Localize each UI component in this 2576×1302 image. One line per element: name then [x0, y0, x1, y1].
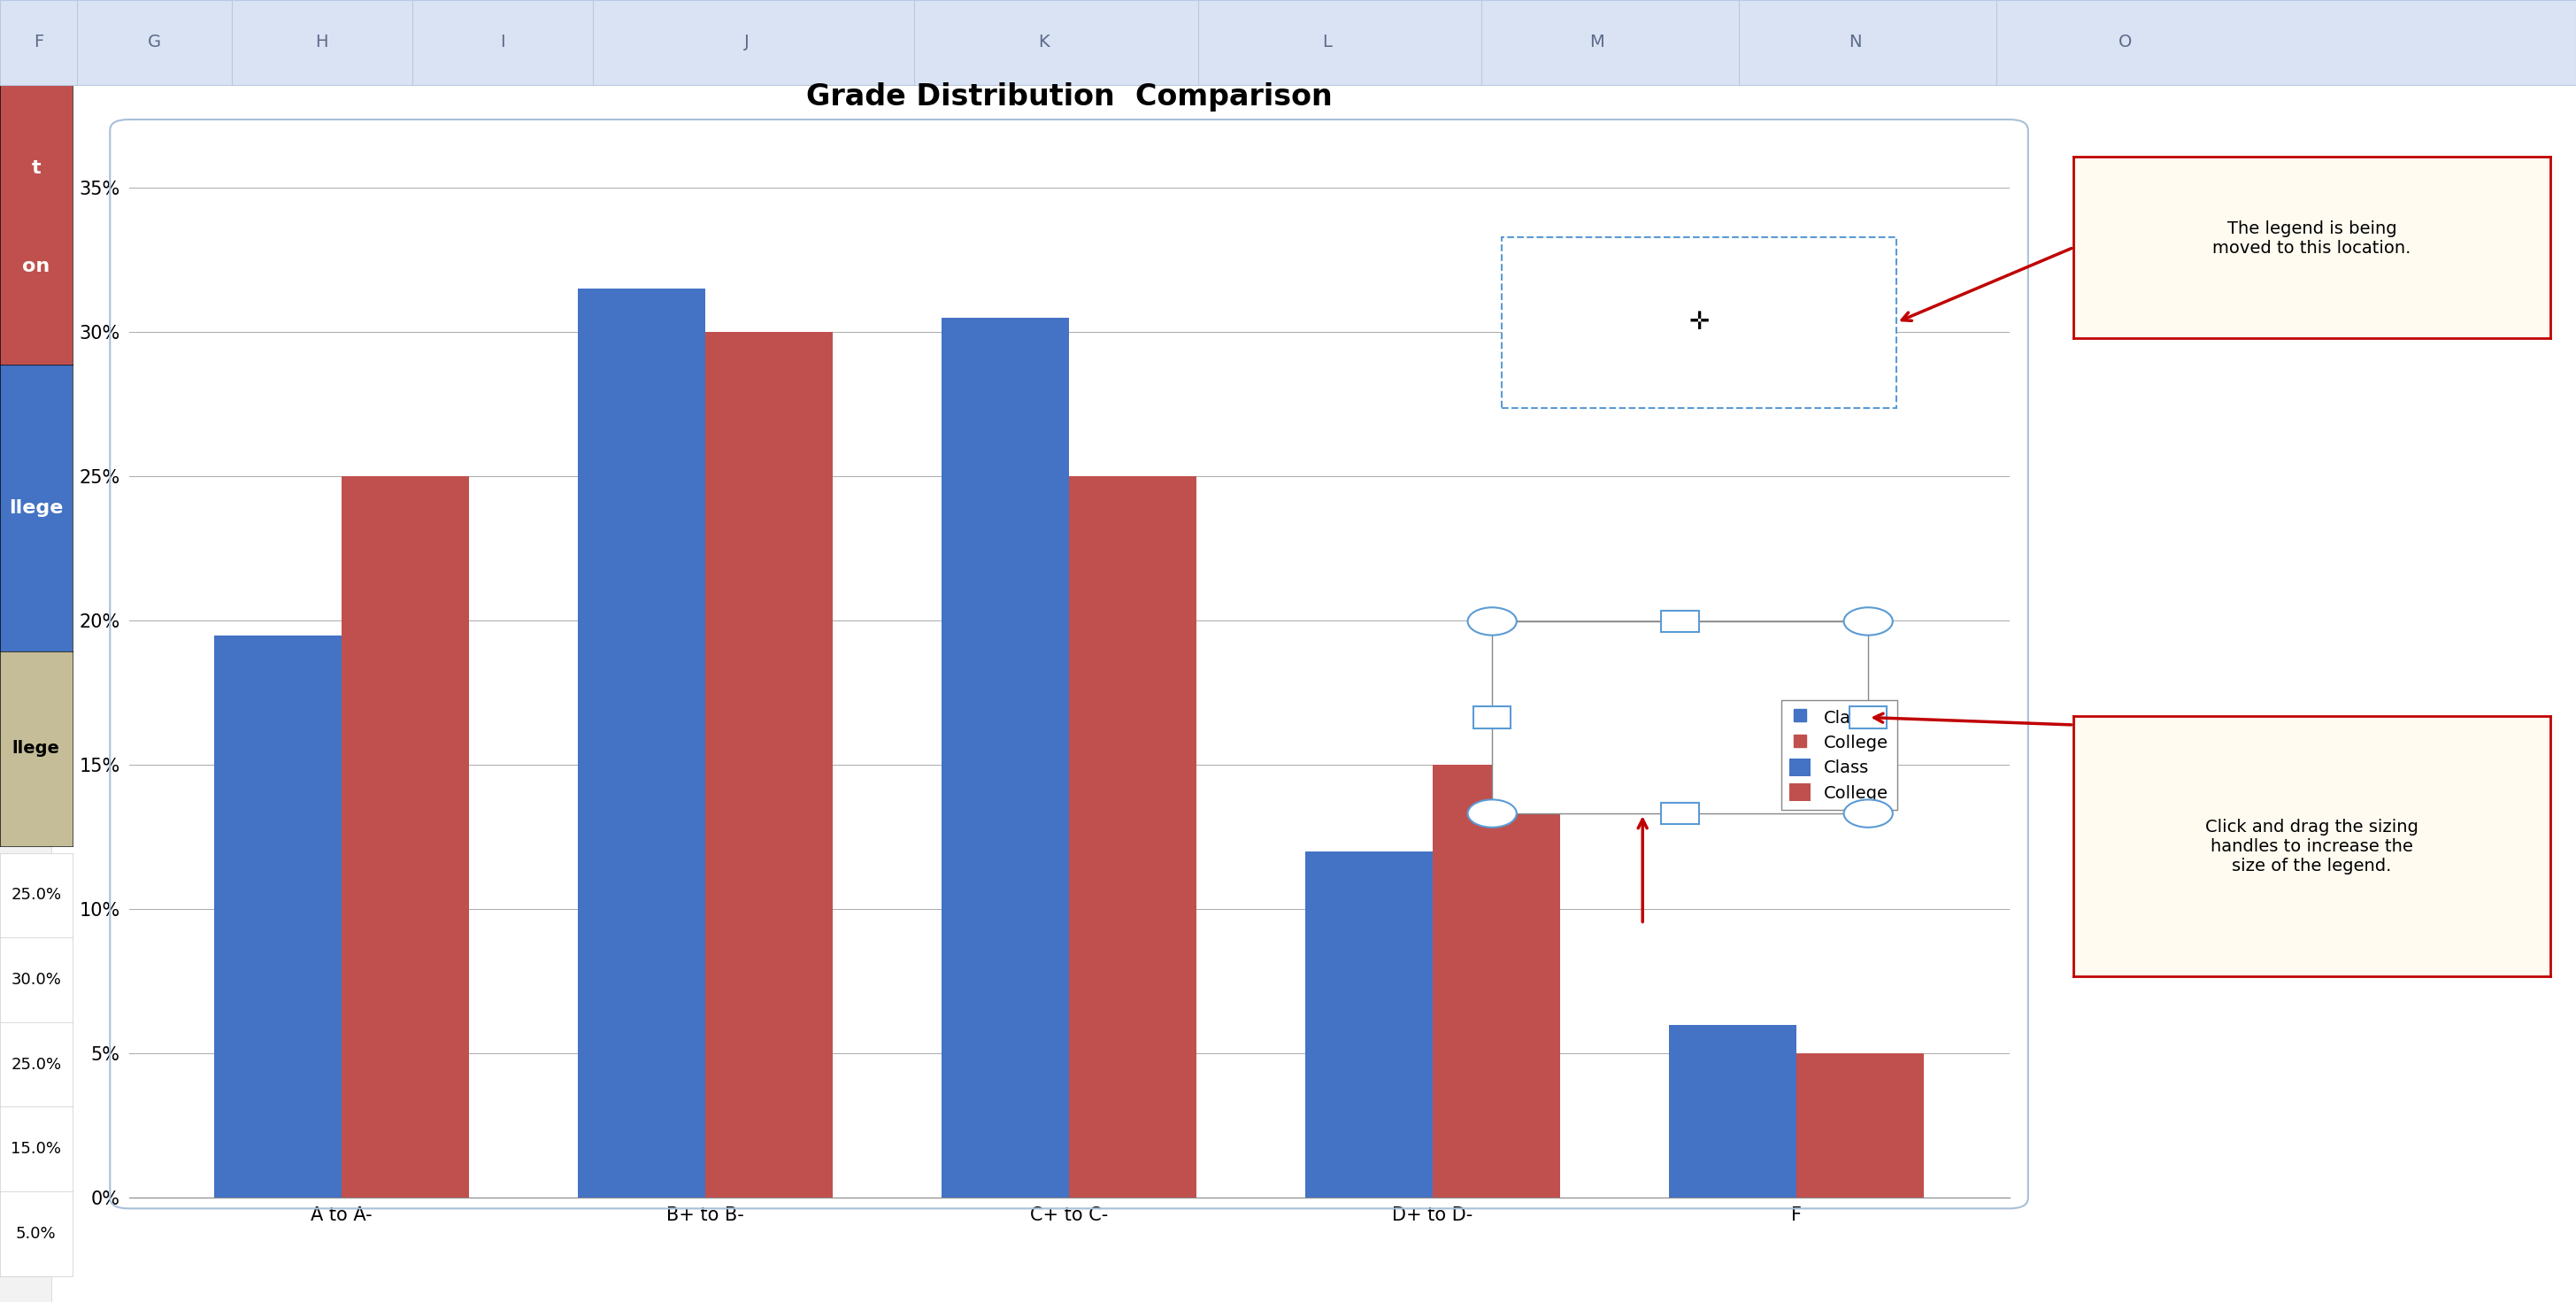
Circle shape [1844, 608, 1893, 635]
Bar [943, 318, 1069, 1198]
Text: M: M [1589, 34, 1605, 51]
Text: F: F [33, 34, 44, 51]
Text: ✛: ✛ [1690, 310, 1710, 335]
Text: 30.0%: 30.0% [10, 971, 62, 988]
Circle shape [1468, 608, 1517, 635]
FancyBboxPatch shape [1662, 803, 1700, 824]
FancyBboxPatch shape [1502, 237, 1896, 408]
Bar [343, 477, 469, 1198]
Text: J: J [744, 34, 750, 51]
Text: The legend is being
moved to this location.: The legend is being moved to this locati… [2213, 220, 2411, 256]
Text: H: H [317, 34, 327, 51]
Bar [577, 289, 706, 1198]
Bar [1069, 477, 1195, 1198]
Bar [1669, 1025, 1795, 1198]
Text: 25.0%: 25.0% [10, 887, 62, 904]
FancyBboxPatch shape [1850, 707, 1888, 728]
Text: N: N [1850, 34, 1860, 51]
Text: 5.0%: 5.0% [15, 1225, 57, 1242]
Legend: Class, College, Class, College: Class, College, Class, College [1780, 699, 1899, 810]
Text: 25.0%: 25.0% [10, 1056, 62, 1073]
Text: on: on [23, 258, 49, 276]
FancyBboxPatch shape [1473, 707, 1512, 728]
Bar [1432, 766, 1561, 1198]
Bar [1795, 1053, 1924, 1198]
Circle shape [1844, 799, 1893, 827]
Text: Click and drag the sizing
handles to increase the
size of the legend.: Click and drag the sizing handles to inc… [2205, 819, 2419, 874]
Circle shape [1468, 799, 1517, 827]
Text: G: G [147, 34, 162, 51]
FancyBboxPatch shape [1662, 611, 1700, 631]
Bar [1306, 852, 1432, 1198]
Text: O: O [2117, 34, 2133, 51]
Text: t: t [31, 160, 41, 177]
Bar [706, 332, 832, 1198]
Text: 15.0%: 15.0% [10, 1141, 62, 1157]
Bar [214, 635, 343, 1198]
Text: llege: llege [13, 741, 59, 756]
Text: K: K [1038, 34, 1048, 51]
Text: llege: llege [8, 499, 64, 517]
Title: Grade Distribution  Comparison: Grade Distribution Comparison [806, 82, 1332, 112]
FancyBboxPatch shape [1492, 621, 1868, 814]
Text: L: L [1321, 34, 1332, 51]
Text: I: I [500, 34, 505, 51]
